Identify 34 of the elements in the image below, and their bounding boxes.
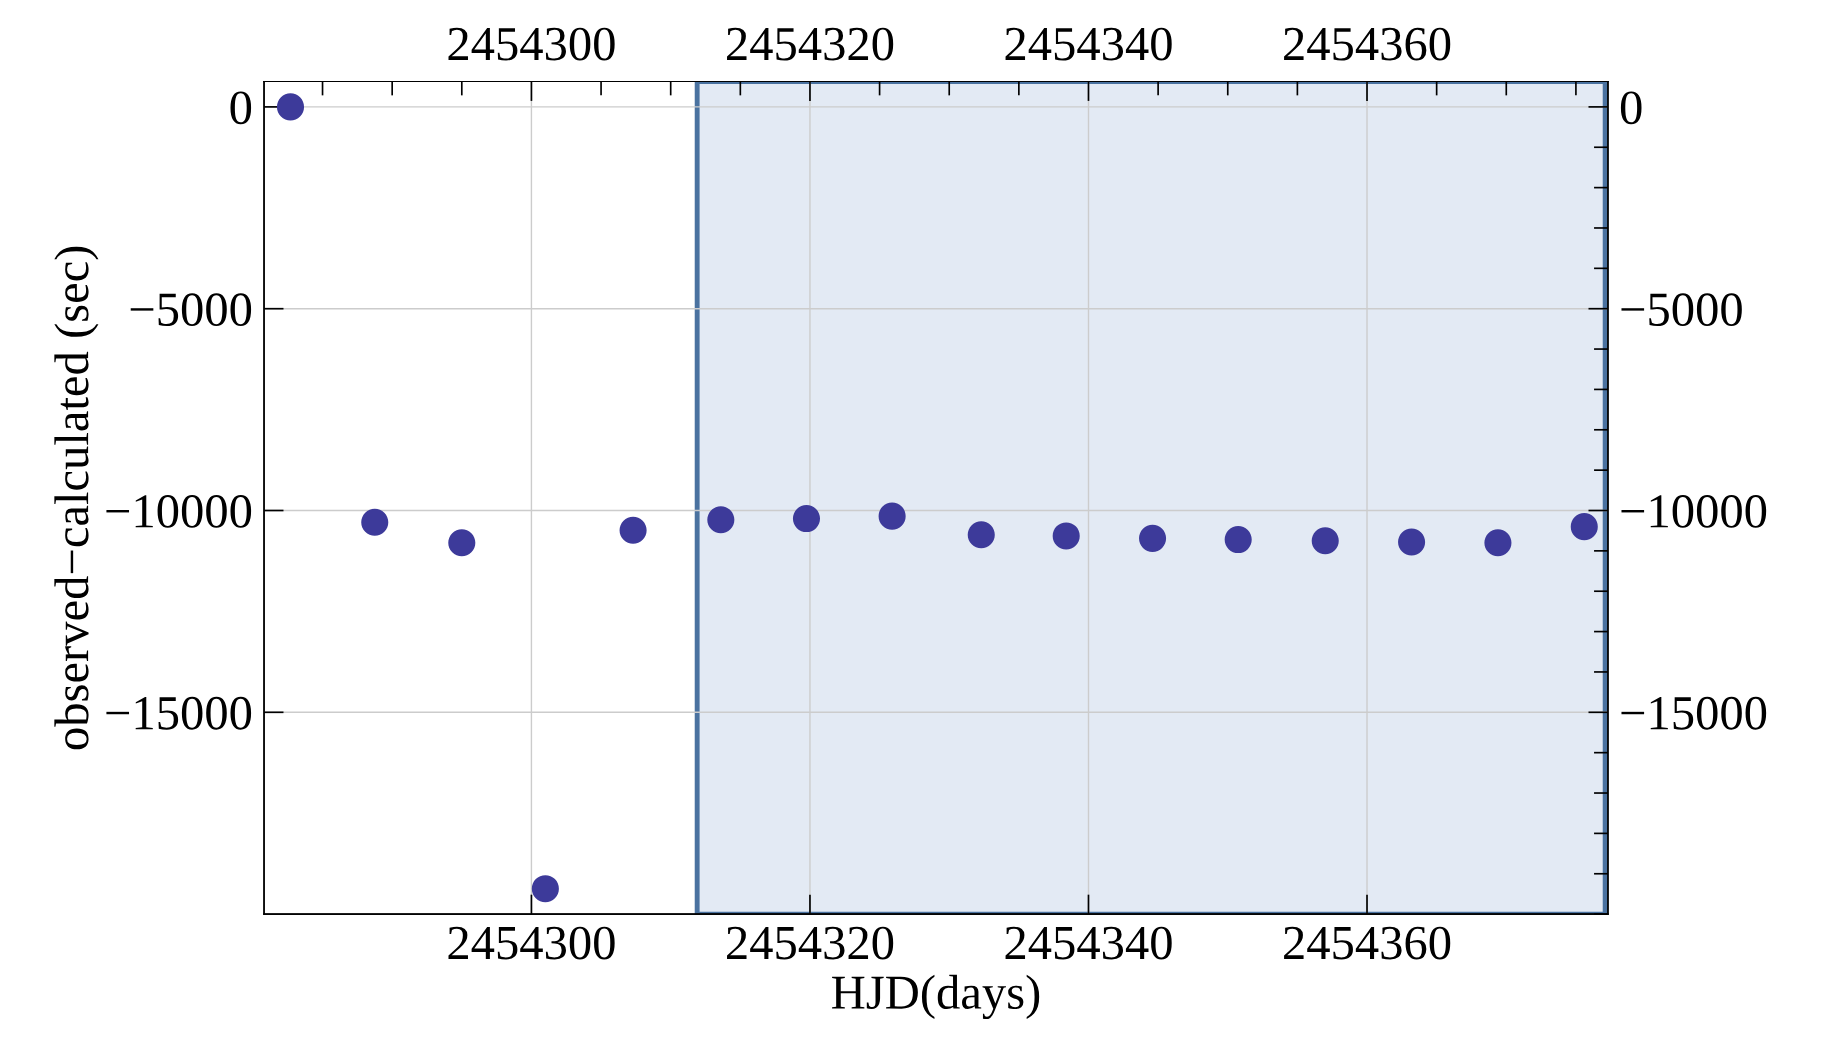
- y2-tick-label: −15000: [1621, 696, 1767, 730]
- point: [1398, 528, 1426, 556]
- point: [1570, 513, 1598, 541]
- x2-tick-label: 2454300: [448, 27, 615, 61]
- x-tick-label: 2454300: [448, 926, 615, 960]
- y-tick-label: −15000: [106, 696, 252, 730]
- point: [707, 506, 735, 534]
- y-tick-label: 0: [230, 91, 252, 125]
- point: [361, 508, 389, 536]
- x-axis-title: HJD(days): [832, 974, 1040, 1020]
- x2-tick-label: 2454360: [1284, 27, 1451, 61]
- x-tick-label: 2454360: [1284, 926, 1451, 960]
- point: [792, 505, 821, 533]
- point: [967, 521, 995, 549]
- point: [878, 502, 906, 530]
- point: [276, 93, 305, 121]
- point: [531, 875, 559, 903]
- x-tick-label: 2454340: [1005, 926, 1172, 960]
- point: [1224, 526, 1252, 554]
- point: [448, 529, 476, 557]
- y-axis-title: observed−calculated (sec): [54, 246, 99, 750]
- y2-tick-label: −5000: [1621, 293, 1742, 327]
- y2-tick-label: −10000: [1621, 495, 1767, 528]
- point: [619, 516, 647, 544]
- point: [1139, 524, 1167, 552]
- x2-tick-label: 2454320: [727, 27, 894, 61]
- point: [1052, 522, 1080, 550]
- point: [1484, 529, 1512, 557]
- point: [1311, 527, 1339, 555]
- y-tick-label: −5000: [130, 293, 252, 327]
- x-tick-label: 2454320: [727, 926, 894, 960]
- y2-tick-label: 0: [1620, 91, 1642, 125]
- x2-tick-label: 2454340: [1005, 27, 1172, 61]
- y-tick-label: −10000: [106, 495, 252, 528]
